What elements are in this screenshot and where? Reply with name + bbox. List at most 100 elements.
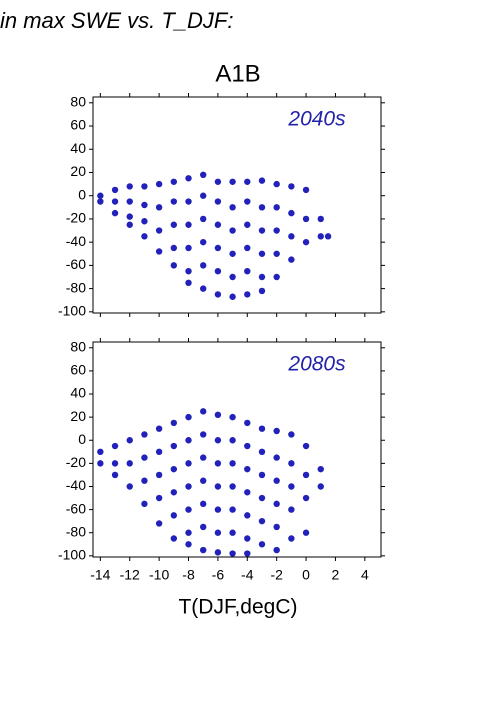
data-point xyxy=(229,293,236,300)
data-point xyxy=(141,431,148,438)
data-point xyxy=(214,178,222,185)
data-point xyxy=(214,244,222,252)
y-tick-label: -100 xyxy=(58,547,86,563)
data-point xyxy=(273,477,280,484)
data-point xyxy=(126,437,133,444)
data-point xyxy=(229,413,236,421)
x-tick-label: -12 xyxy=(120,567,140,583)
y-tick-label: -40 xyxy=(66,477,86,493)
data-point xyxy=(258,273,266,281)
plot-frame xyxy=(92,96,382,314)
data-point xyxy=(229,529,236,536)
data-point xyxy=(200,215,207,223)
data-point xyxy=(200,171,207,179)
data-point xyxy=(244,535,251,542)
x-tick-label: -14 xyxy=(90,567,110,583)
data-point xyxy=(214,483,222,490)
data-point xyxy=(214,506,222,513)
data-point xyxy=(258,250,266,257)
x-tick-label: -8 xyxy=(182,567,195,583)
data-point xyxy=(273,180,280,188)
data-point xyxy=(200,285,207,292)
data-point xyxy=(229,178,236,185)
data-point xyxy=(244,489,251,496)
data-point xyxy=(155,448,163,456)
x-axis-label: T(DJF,degC) xyxy=(178,596,297,619)
data-point xyxy=(200,546,207,554)
data-point xyxy=(273,204,280,211)
data-point xyxy=(214,549,222,556)
data-point xyxy=(111,460,119,467)
data-point xyxy=(111,198,119,205)
data-point xyxy=(200,500,207,508)
data-point xyxy=(258,494,266,502)
data-point xyxy=(229,204,236,211)
data-point xyxy=(170,512,178,519)
data-point xyxy=(185,221,192,228)
y-tick-label: 60 xyxy=(70,362,86,378)
data-point xyxy=(97,460,104,467)
data-point xyxy=(317,465,324,473)
data-point xyxy=(170,178,178,185)
data-point xyxy=(258,227,266,234)
data-point xyxy=(288,431,295,438)
data-point xyxy=(170,489,178,496)
data-point xyxy=(200,238,207,246)
data-point xyxy=(273,427,280,435)
data-point xyxy=(126,483,133,490)
x-tick-label: -4 xyxy=(241,567,254,583)
data-point xyxy=(141,201,148,209)
data-point xyxy=(200,477,207,484)
y-tick-label: 20 xyxy=(70,408,86,424)
data-point xyxy=(185,506,192,513)
data-point xyxy=(229,483,236,490)
data-point xyxy=(229,227,236,234)
data-point xyxy=(214,221,222,228)
data-point xyxy=(302,494,310,502)
y-tick-label: 80 xyxy=(70,94,86,110)
y-tick-label: 60 xyxy=(70,117,86,133)
data-point xyxy=(302,471,310,479)
data-point xyxy=(97,448,104,456)
data-point xyxy=(185,460,192,467)
header: in max SWE vs. T_DJF: xyxy=(0,8,233,33)
data-point xyxy=(244,512,251,519)
y-tick-label: 0 xyxy=(78,186,86,202)
data-point xyxy=(126,213,133,220)
data-point xyxy=(302,442,310,450)
y-tick-label: 0 xyxy=(78,431,86,447)
data-point xyxy=(214,529,222,536)
data-point xyxy=(141,477,148,484)
data-point xyxy=(111,209,119,217)
data-point xyxy=(244,267,251,275)
data-point xyxy=(229,506,236,513)
data-point xyxy=(170,535,178,542)
data-point xyxy=(200,262,207,269)
data-point xyxy=(155,248,163,255)
data-point xyxy=(170,442,178,450)
data-point xyxy=(258,541,266,548)
data-point xyxy=(324,233,332,240)
data-point xyxy=(170,198,178,205)
data-point xyxy=(141,183,148,190)
data-point xyxy=(214,411,222,419)
y-tick-label: -40 xyxy=(66,233,86,249)
data-point xyxy=(200,192,207,199)
data-point xyxy=(141,233,148,240)
data-point xyxy=(244,198,251,205)
data-point xyxy=(317,483,324,490)
data-point xyxy=(185,541,192,548)
data-point xyxy=(185,198,192,205)
data-point xyxy=(185,175,192,182)
data-point xyxy=(155,204,163,211)
plot-frame xyxy=(92,341,382,558)
data-point xyxy=(111,471,119,479)
data-point xyxy=(302,215,310,223)
data-point xyxy=(200,431,207,438)
y-tick-label: -60 xyxy=(66,256,86,272)
data-point xyxy=(317,233,324,240)
data-point xyxy=(229,273,236,281)
data-point xyxy=(170,262,178,269)
data-point xyxy=(244,244,251,252)
